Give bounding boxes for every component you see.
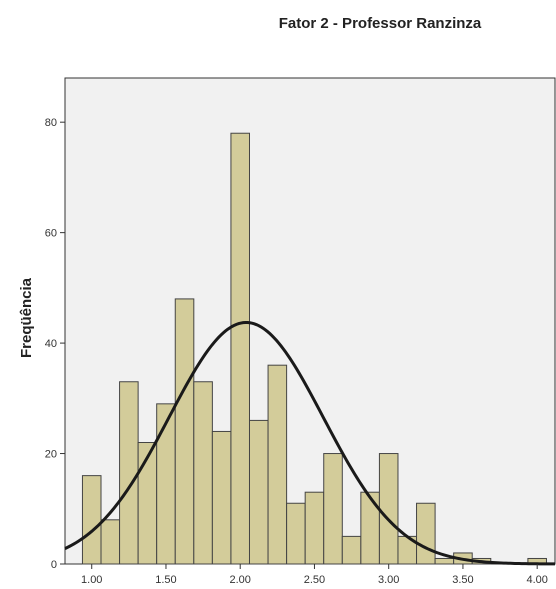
x-tick-label: 1.50 (155, 574, 176, 586)
histogram-bar (230, 132, 250, 565)
histogram-bar (100, 519, 121, 565)
histogram-bar (81, 475, 102, 565)
x-tick-label: 4.00 (526, 574, 547, 586)
histogram-bar (119, 381, 139, 565)
histogram-bar (323, 453, 343, 565)
histogram-bars (81, 132, 547, 565)
y-tick-label: 40 (45, 338, 57, 350)
x-tick-label: 3.00 (378, 574, 399, 586)
histogram-bar (434, 557, 455, 565)
histogram-bar (341, 535, 362, 565)
x-tick-label: 3.50 (452, 574, 473, 586)
histogram-bar (211, 430, 232, 565)
x-tick-label: 2.00 (230, 574, 251, 586)
y-tick-label: 0 (51, 559, 57, 571)
histogram-bar (156, 403, 176, 565)
histogram-bar (248, 419, 269, 565)
y-axis-label: Freqüência (18, 277, 35, 358)
histogram-bar (286, 502, 306, 565)
histogram-bar (360, 491, 380, 565)
normal-curve (64, 320, 556, 566)
histogram-bar (416, 502, 436, 565)
y-tick-label: 80 (45, 117, 57, 129)
chart-title: Fator 2 - Professor Ranzinza (279, 15, 482, 32)
y-tick-label: 20 (45, 449, 57, 461)
histogram-bar (193, 381, 213, 565)
y-axis: 0 20 40 60 80 (45, 117, 65, 571)
histogram-bar (137, 442, 158, 565)
x-tick-label: 2.50 (304, 574, 325, 586)
x-tick-label: 1.00 (81, 574, 102, 586)
histogram-bar (378, 453, 399, 565)
x-axis: 1.00 1.50 2.00 2.50 3.00 3.50 4.00 (81, 564, 548, 586)
y-tick-label: 60 (45, 228, 57, 240)
histogram-bar (267, 364, 288, 565)
histogram-bar (304, 491, 325, 565)
histogram-bar (174, 298, 195, 565)
